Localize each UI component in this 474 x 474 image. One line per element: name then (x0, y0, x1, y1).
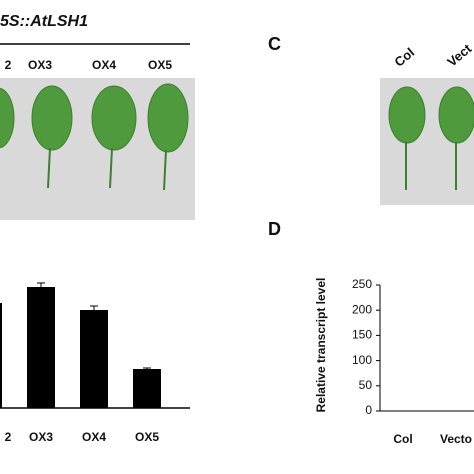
bar (133, 369, 161, 408)
panel-label: C (268, 34, 281, 54)
sample-label: Col (391, 45, 417, 70)
bar (446, 410, 466, 411)
x-tick-label: Vecto (440, 432, 472, 446)
panel-label: D (268, 219, 281, 239)
error-bar (90, 305, 98, 314)
y-tick-label: 150 (352, 328, 372, 342)
sample-label: OX4 (92, 58, 116, 72)
y-tick-label: 0 (365, 403, 372, 417)
leaves (0, 83, 189, 191)
sample-label: 2 (5, 58, 12, 72)
bar (80, 310, 108, 408)
y-tick-label: 50 (359, 378, 373, 392)
bar (393, 410, 413, 411)
bar (0, 303, 2, 408)
sample-label: OX3 (28, 58, 52, 72)
x-tick-label: Col (393, 432, 412, 446)
y-tick-label: 100 (352, 353, 372, 367)
x-tick-label: OX5 (135, 430, 159, 444)
x-tick-label: OX3 (29, 430, 53, 444)
y-tick-label: 200 (352, 302, 372, 316)
sample-label: OX5 (148, 58, 172, 72)
bar (27, 287, 55, 408)
x-tick-label: 2 (5, 430, 12, 444)
sample-label: Vect (444, 40, 474, 69)
error-bar (37, 282, 45, 291)
y-axis-label: Relative transcript level (314, 278, 328, 413)
construct-label: 5S::AtLSH1 (0, 13, 88, 30)
error-bar (143, 367, 151, 370)
y-tick-label: 250 (352, 277, 372, 291)
leaves (388, 86, 474, 190)
x-tick-label: OX4 (82, 430, 106, 444)
